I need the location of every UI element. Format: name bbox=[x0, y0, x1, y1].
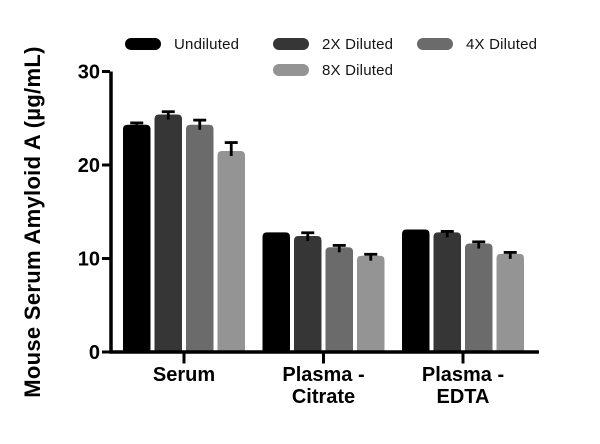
legend-item-4x-diluted: 4X Diluted bbox=[417, 35, 538, 53]
y-axis-title: Mouse Serum Amyloid A (µg/mL) bbox=[20, 46, 45, 398]
bar bbox=[496, 253, 524, 353]
legend-item-2x-diluted: 2X Diluted bbox=[273, 35, 394, 53]
x-axis-category-label: Plasma - bbox=[422, 364, 504, 386]
legend-label-2x-diluted: 2X Diluted bbox=[322, 35, 394, 53]
legend-label-undiluted: Undiluted bbox=[174, 35, 240, 53]
bar bbox=[402, 229, 430, 353]
y-axis-tick-label: 0 bbox=[89, 342, 100, 364]
bar bbox=[357, 255, 385, 353]
bar bbox=[325, 247, 353, 353]
bar bbox=[186, 124, 214, 353]
x-axis-category-label: Plasma - bbox=[282, 364, 364, 386]
legend-swatch-2x-diluted bbox=[273, 38, 309, 50]
y-axis-tick-label: 30 bbox=[78, 62, 100, 84]
bar bbox=[262, 232, 290, 353]
legend-swatch-4x-diluted bbox=[417, 38, 453, 50]
y-axis-tick-label: 20 bbox=[78, 155, 100, 177]
legend-item-8x-diluted: 8X Diluted bbox=[273, 61, 394, 79]
axis-lines bbox=[109, 71, 539, 354]
legend-swatch-8x-diluted bbox=[273, 64, 309, 76]
bar bbox=[294, 236, 322, 353]
bar bbox=[123, 124, 151, 353]
legend-label-4x-diluted: 4X Diluted bbox=[466, 35, 538, 53]
x-axis-category-label: EDTA bbox=[437, 386, 490, 408]
bar bbox=[433, 232, 461, 353]
bar bbox=[154, 114, 182, 353]
y-axis-tick-label: 10 bbox=[78, 249, 100, 271]
x-axis-category-label: Citrate bbox=[292, 386, 355, 408]
legend-item-undiluted: Undiluted bbox=[125, 35, 240, 53]
legend-label-8x-diluted: 8X Diluted bbox=[322, 61, 394, 79]
bar bbox=[217, 150, 245, 353]
bar bbox=[465, 243, 493, 353]
legend-swatch-undiluted bbox=[125, 38, 161, 50]
x-axis-category-label: Serum bbox=[153, 364, 215, 386]
